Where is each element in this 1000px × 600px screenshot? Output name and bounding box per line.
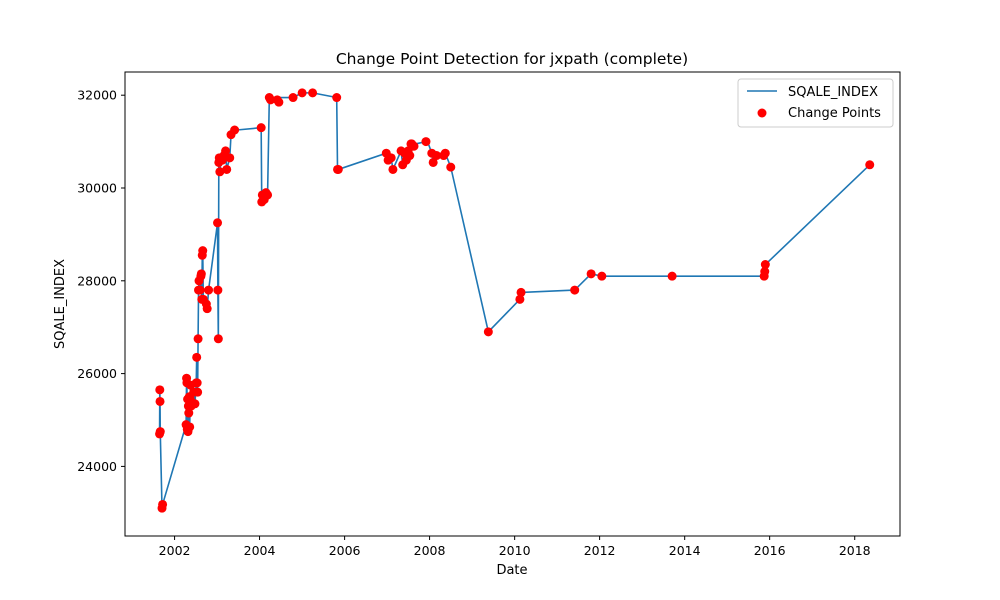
change-point-marker [155, 385, 165, 395]
change-point-marker [483, 327, 493, 337]
change-point-marker [570, 285, 580, 295]
change-point-marker [184, 408, 194, 418]
change-point-marker [193, 334, 203, 344]
change-point-marker [332, 93, 342, 103]
change-point-marker [266, 95, 276, 105]
axes-frame [124, 71, 901, 537]
change-point-marker [405, 151, 415, 161]
x-tick-label: 2006 [329, 543, 361, 558]
x-tick-label: 2008 [414, 543, 446, 558]
change-point-marker [213, 218, 223, 228]
x-axis-label: Date [496, 563, 527, 578]
change-point-marker [428, 157, 438, 167]
change-point-marker [432, 151, 442, 161]
change-point-marker [213, 285, 223, 295]
change-point-marker [297, 88, 307, 98]
legend-label-change-points: Change Points [788, 106, 881, 121]
change-point-marker [225, 153, 235, 163]
chart-title: Change Point Detection for jxpath (compl… [336, 50, 688, 68]
change-point-marker [222, 164, 232, 174]
change-point-marker [198, 246, 208, 256]
change-point-marker [230, 125, 240, 135]
y-tick-label: 26000 [77, 366, 117, 381]
change-point-marker [586, 269, 596, 279]
change-point-marker [597, 271, 607, 281]
y-axis-label: SQALE_INDEX [53, 259, 68, 349]
legend-label-sqale-index: SQALE_INDEX [788, 85, 878, 100]
x-axis: 2002 2004 2006 2008 2010 2012 2014 2016 2018 [159, 536, 871, 558]
change-point-marker [213, 334, 223, 344]
x-tick-label: 2012 [584, 543, 616, 558]
change-point-marker [221, 146, 231, 156]
change-point-marker [185, 422, 195, 432]
x-tick-label: 2018 [839, 543, 871, 558]
change-point-marker [388, 164, 398, 174]
change-point-marker [515, 294, 525, 304]
change-point-marker [192, 378, 202, 388]
change-point-marker [386, 153, 396, 163]
change-point-marker [333, 164, 343, 174]
change-point-marker [446, 162, 456, 172]
legend-point-swatch [757, 108, 767, 118]
y-tick-label: 30000 [77, 181, 117, 196]
change-point-marker [215, 167, 225, 177]
y-axis: 24000 26000 28000 30000 32000 [77, 88, 125, 474]
x-tick-label: 2004 [244, 543, 276, 558]
y-tick-label: 24000 [77, 459, 117, 474]
change-point-marker [158, 499, 168, 509]
change-point-marker [196, 269, 206, 279]
x-tick-label: 2014 [669, 543, 701, 558]
change-point-marker [263, 190, 273, 200]
change-point-marker [192, 352, 202, 362]
change-point-marker [202, 304, 212, 314]
change-point-marker [190, 399, 200, 409]
change-point-marker [204, 285, 214, 295]
y-tick-label: 32000 [77, 88, 117, 103]
change-point-marker [193, 387, 203, 397]
y-tick-label: 28000 [77, 273, 117, 288]
change-point-marker [760, 260, 770, 270]
legend: SQALE_INDEX Change Points [737, 78, 894, 128]
change-point-marker [409, 141, 419, 151]
change-point-marker [155, 427, 165, 437]
change-point-marker [440, 148, 450, 158]
x-tick-label: 2010 [499, 543, 531, 558]
change-point-marker [421, 137, 431, 147]
change-point-marker [288, 93, 298, 103]
x-tick-label: 2016 [754, 543, 786, 558]
change-point-marker [274, 97, 284, 107]
change-point-marker [667, 271, 677, 281]
change-point-marker [256, 123, 266, 133]
change-point-marker [760, 267, 770, 277]
change-point-marker [155, 396, 165, 406]
change-point-marker [308, 88, 318, 98]
change-point-marker [195, 285, 205, 295]
change-point-marker [516, 287, 526, 297]
plot-area [155, 88, 875, 513]
change-point-marker [865, 160, 875, 170]
x-tick-label: 2002 [159, 543, 191, 558]
